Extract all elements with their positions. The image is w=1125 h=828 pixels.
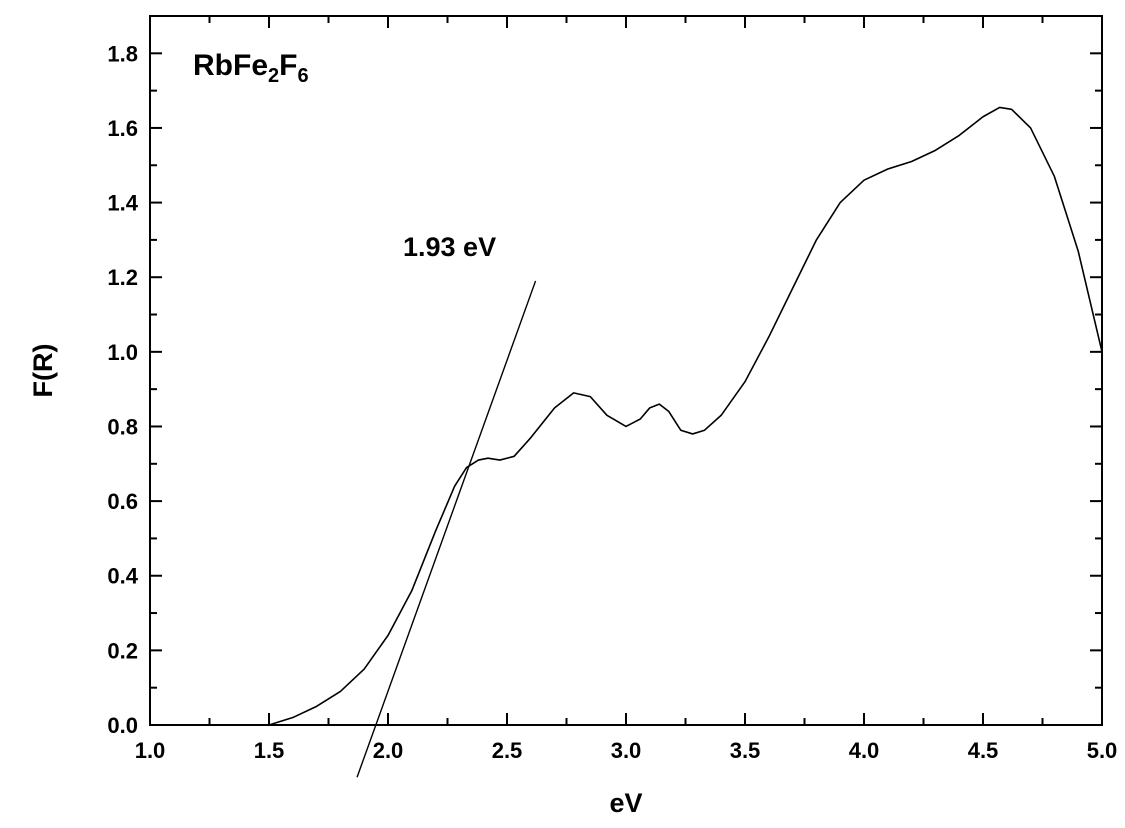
y-tick-label: 1.6 <box>107 116 138 141</box>
bandgap-annotation: 1.93 eV <box>403 232 496 262</box>
y-tick-label: 1.2 <box>107 265 138 290</box>
x-tick-label: 2.0 <box>373 738 404 763</box>
y-tick-label: 0.4 <box>107 564 138 589</box>
x-tick-label: 5.0 <box>1087 738 1118 763</box>
y-tick-label: 0.8 <box>107 414 138 439</box>
chart-title: RbFe2F6 <box>193 49 309 87</box>
y-tick-label: 0.6 <box>107 489 138 514</box>
x-tick-label: 1.0 <box>135 738 166 763</box>
x-tick-label: 1.5 <box>254 738 285 763</box>
x-tick-label: 3.5 <box>730 738 761 763</box>
y-tick-label: 0.0 <box>107 713 138 738</box>
x-tick-label: 2.5 <box>492 738 523 763</box>
y-tick-label: 1.0 <box>107 340 138 365</box>
y-tick-label: 1.4 <box>107 191 138 216</box>
labels: 1.0 1.5 2.0 2.5 3.0 3.5 4.0 4.5 5.0 0.0 0.2 0.4 0.6 0… <box>28 41 1117 818</box>
y-tick-label: 0.2 <box>107 638 138 663</box>
axes <box>150 16 1102 725</box>
x-tick-label: 4.0 <box>849 738 880 763</box>
tangent-line <box>357 281 536 777</box>
y-tick-label: 1.8 <box>107 41 138 66</box>
x-axis-title: eV <box>609 788 642 818</box>
plot-frame <box>150 16 1102 725</box>
y-axis-title: F(R) <box>28 344 58 398</box>
x-tick-label: 3.0 <box>611 738 642 763</box>
plot-area <box>269 107 1102 777</box>
spectrum-curve <box>269 107 1102 725</box>
x-tick-label: 4.5 <box>968 738 999 763</box>
